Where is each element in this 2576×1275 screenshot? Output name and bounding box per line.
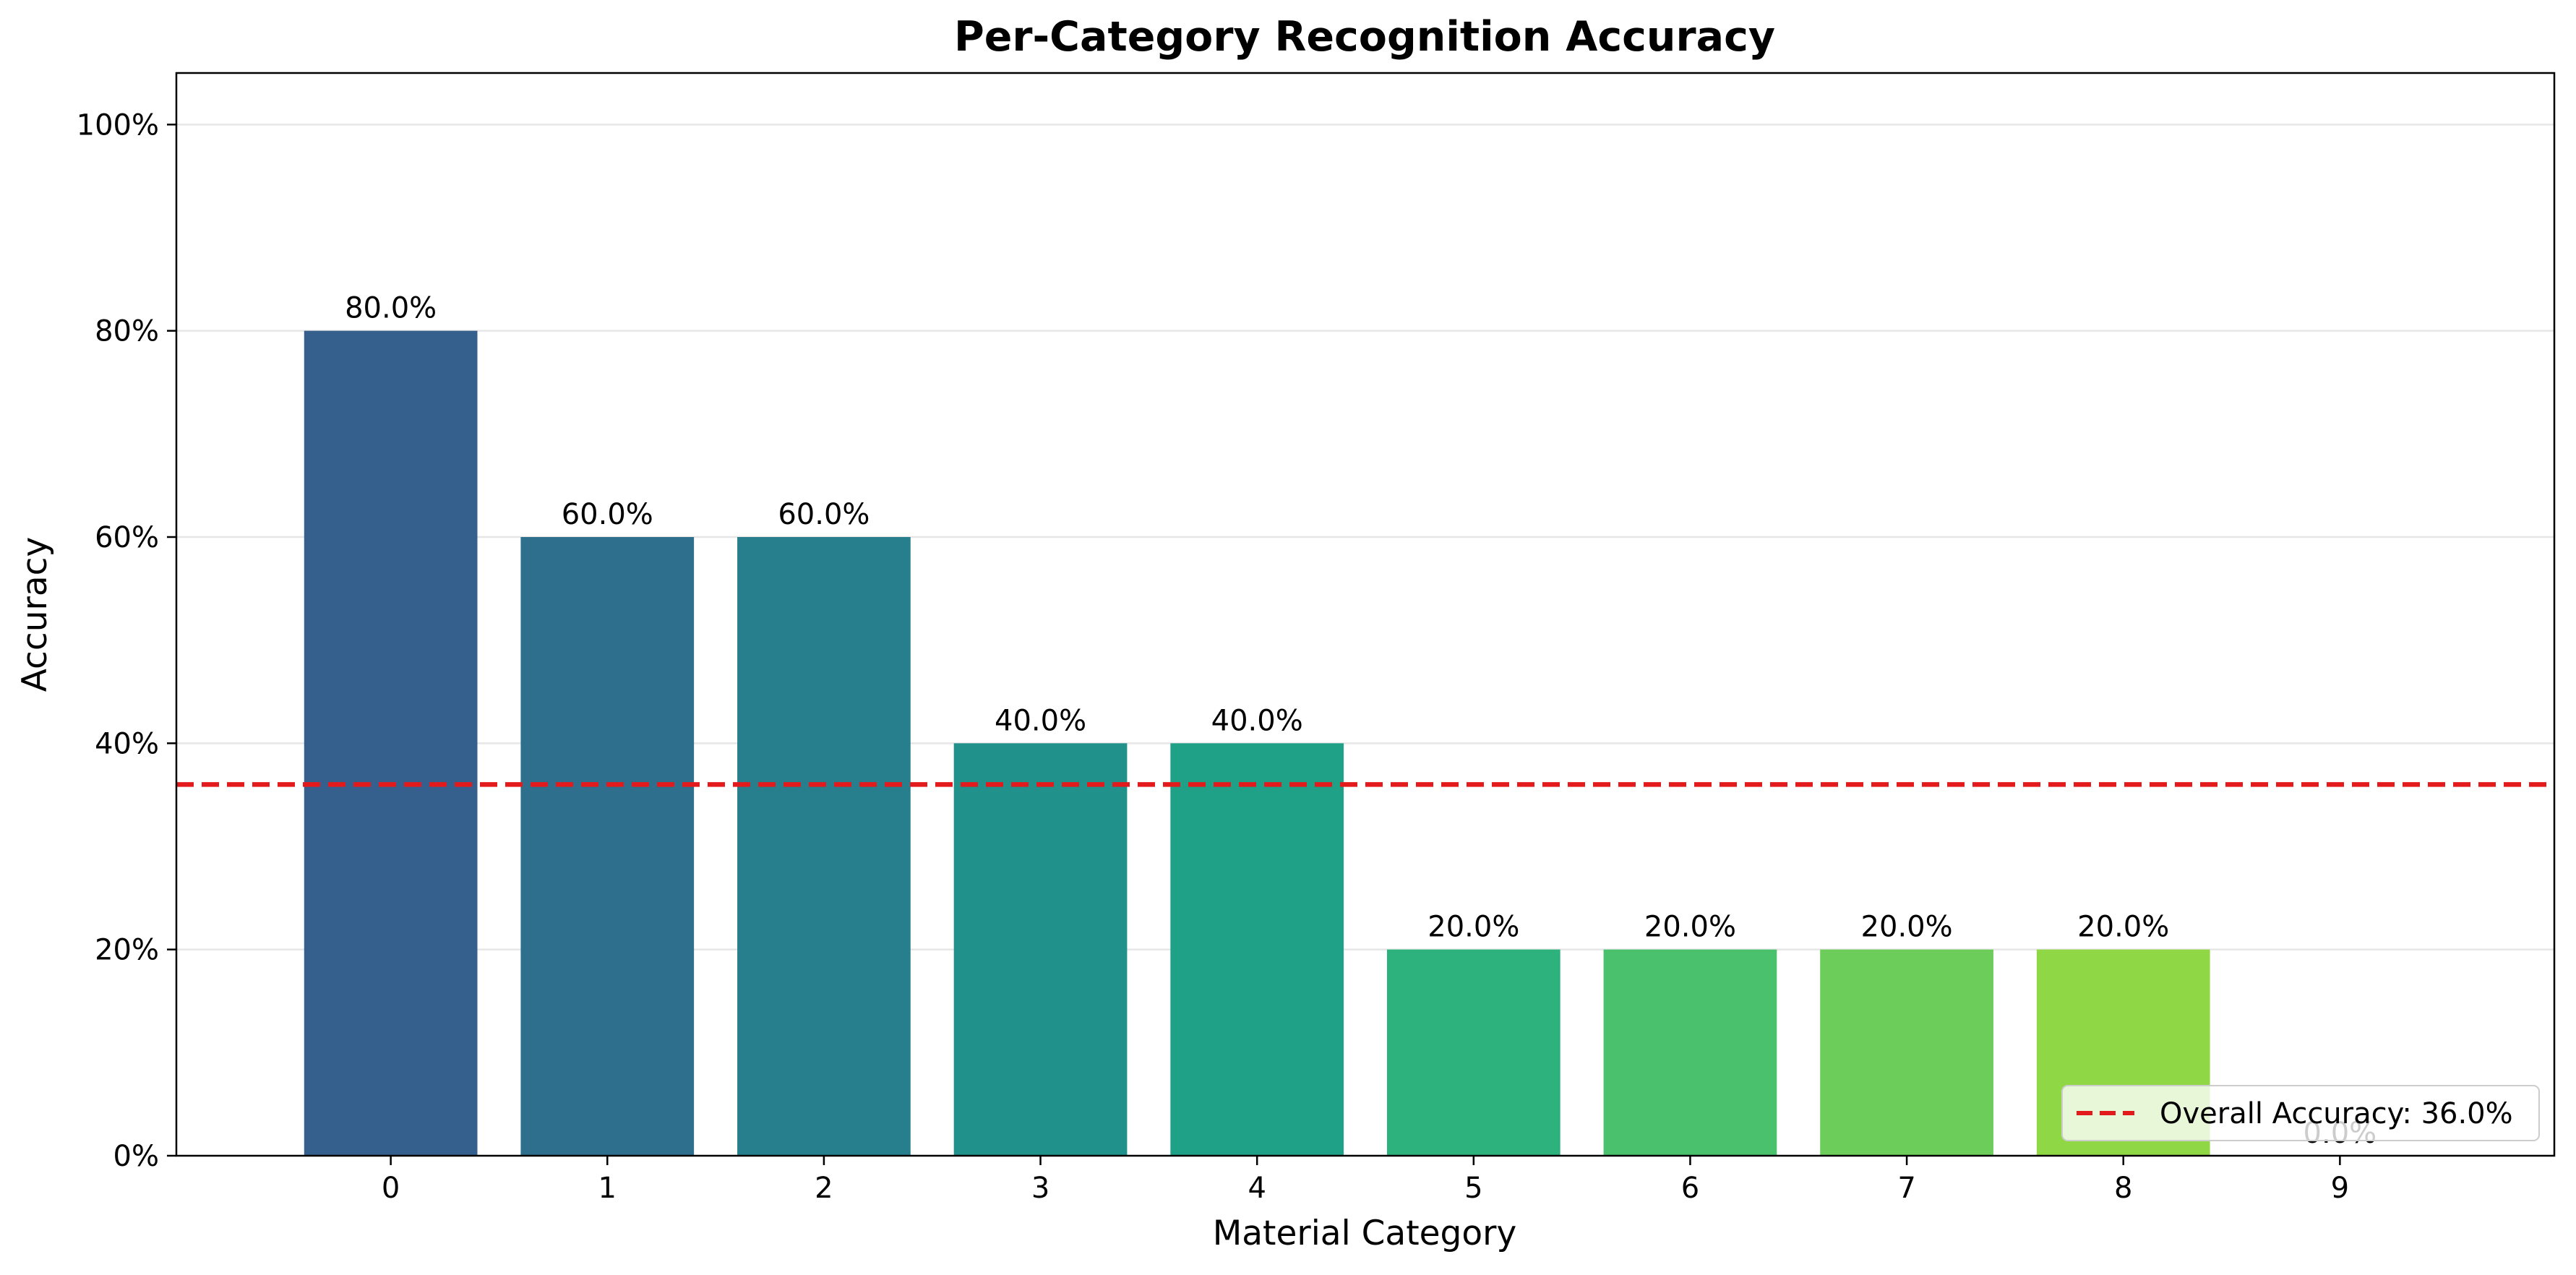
y-axis-ticks: 0% 20% 40% 60% 80% 100%: [77, 108, 176, 1173]
legend-entry-overall-accuracy: Overall Accuracy: 36.0%: [2160, 1097, 2513, 1130]
x-tick-label-8: 8: [2114, 1172, 2132, 1205]
y-tick-label-5: 100%: [77, 108, 159, 142]
y-tick-label-1: 20%: [95, 934, 159, 967]
bar-category-2: [737, 537, 911, 1156]
y-axis-label: Accuracy: [15, 537, 55, 692]
bar-value-label-0: 80.0%: [345, 292, 437, 325]
bar-value-label-4: 40.0%: [1211, 704, 1303, 737]
bar-category-0: [304, 330, 478, 1156]
x-tick-label-3: 3: [1031, 1172, 1049, 1205]
x-tick-label-5: 5: [1464, 1172, 1482, 1205]
x-axis-label: Material Category: [1213, 1214, 1517, 1253]
bar-category-7: [1820, 949, 1993, 1156]
y-tick-label-3: 60%: [95, 521, 159, 554]
x-tick-label-4: 4: [1248, 1172, 1266, 1205]
x-tick-label-0: 0: [382, 1172, 400, 1205]
bar-value-label-7: 20.0%: [1861, 911, 1953, 944]
legend: Overall Accuracy: 36.0%: [2061, 1085, 2540, 1141]
bar-value-label-3: 40.0%: [995, 704, 1086, 737]
x-tick-label-6: 6: [1681, 1172, 1699, 1205]
bar-category-5: [1386, 949, 1560, 1156]
x-tick-label-7: 7: [1897, 1172, 1915, 1205]
y-tick-label-2: 40%: [95, 727, 159, 760]
bar-category-3: [953, 743, 1128, 1156]
x-tick-label-2: 2: [815, 1172, 833, 1205]
bar-value-label-6: 20.0%: [1644, 911, 1736, 944]
bars: [304, 330, 2210, 1156]
bar-value-label-5: 20.0%: [1427, 911, 1519, 944]
x-tick-label-9: 9: [2331, 1172, 2349, 1205]
plot-frame: [175, 72, 2556, 1157]
bar-value-labels: 80.0% 60.0% 60.0% 40.0% 40.0% 20.0% 20.0% 20.0%…: [345, 292, 2377, 1150]
bar-category-1: [520, 537, 695, 1156]
chart-title: Per-Category Recognition Accuracy: [954, 13, 1775, 61]
bar-value-label-8: 20.0%: [2077, 911, 2169, 944]
x-axis-ticks: 0 1 2 3 4 5 6 7 8 9: [382, 1156, 2349, 1205]
legend-box: [2061, 1085, 2540, 1141]
x-tick-label-1: 1: [598, 1172, 617, 1205]
bar-value-label-2: 60.0%: [778, 498, 870, 531]
bar-category-4: [1170, 743, 1344, 1156]
y-tick-label-0: 0%: [113, 1140, 159, 1173]
bar-category-6: [1603, 949, 1777, 1156]
y-tick-label-4: 80%: [95, 315, 159, 348]
bar-value-label-1: 60.0%: [562, 498, 653, 531]
